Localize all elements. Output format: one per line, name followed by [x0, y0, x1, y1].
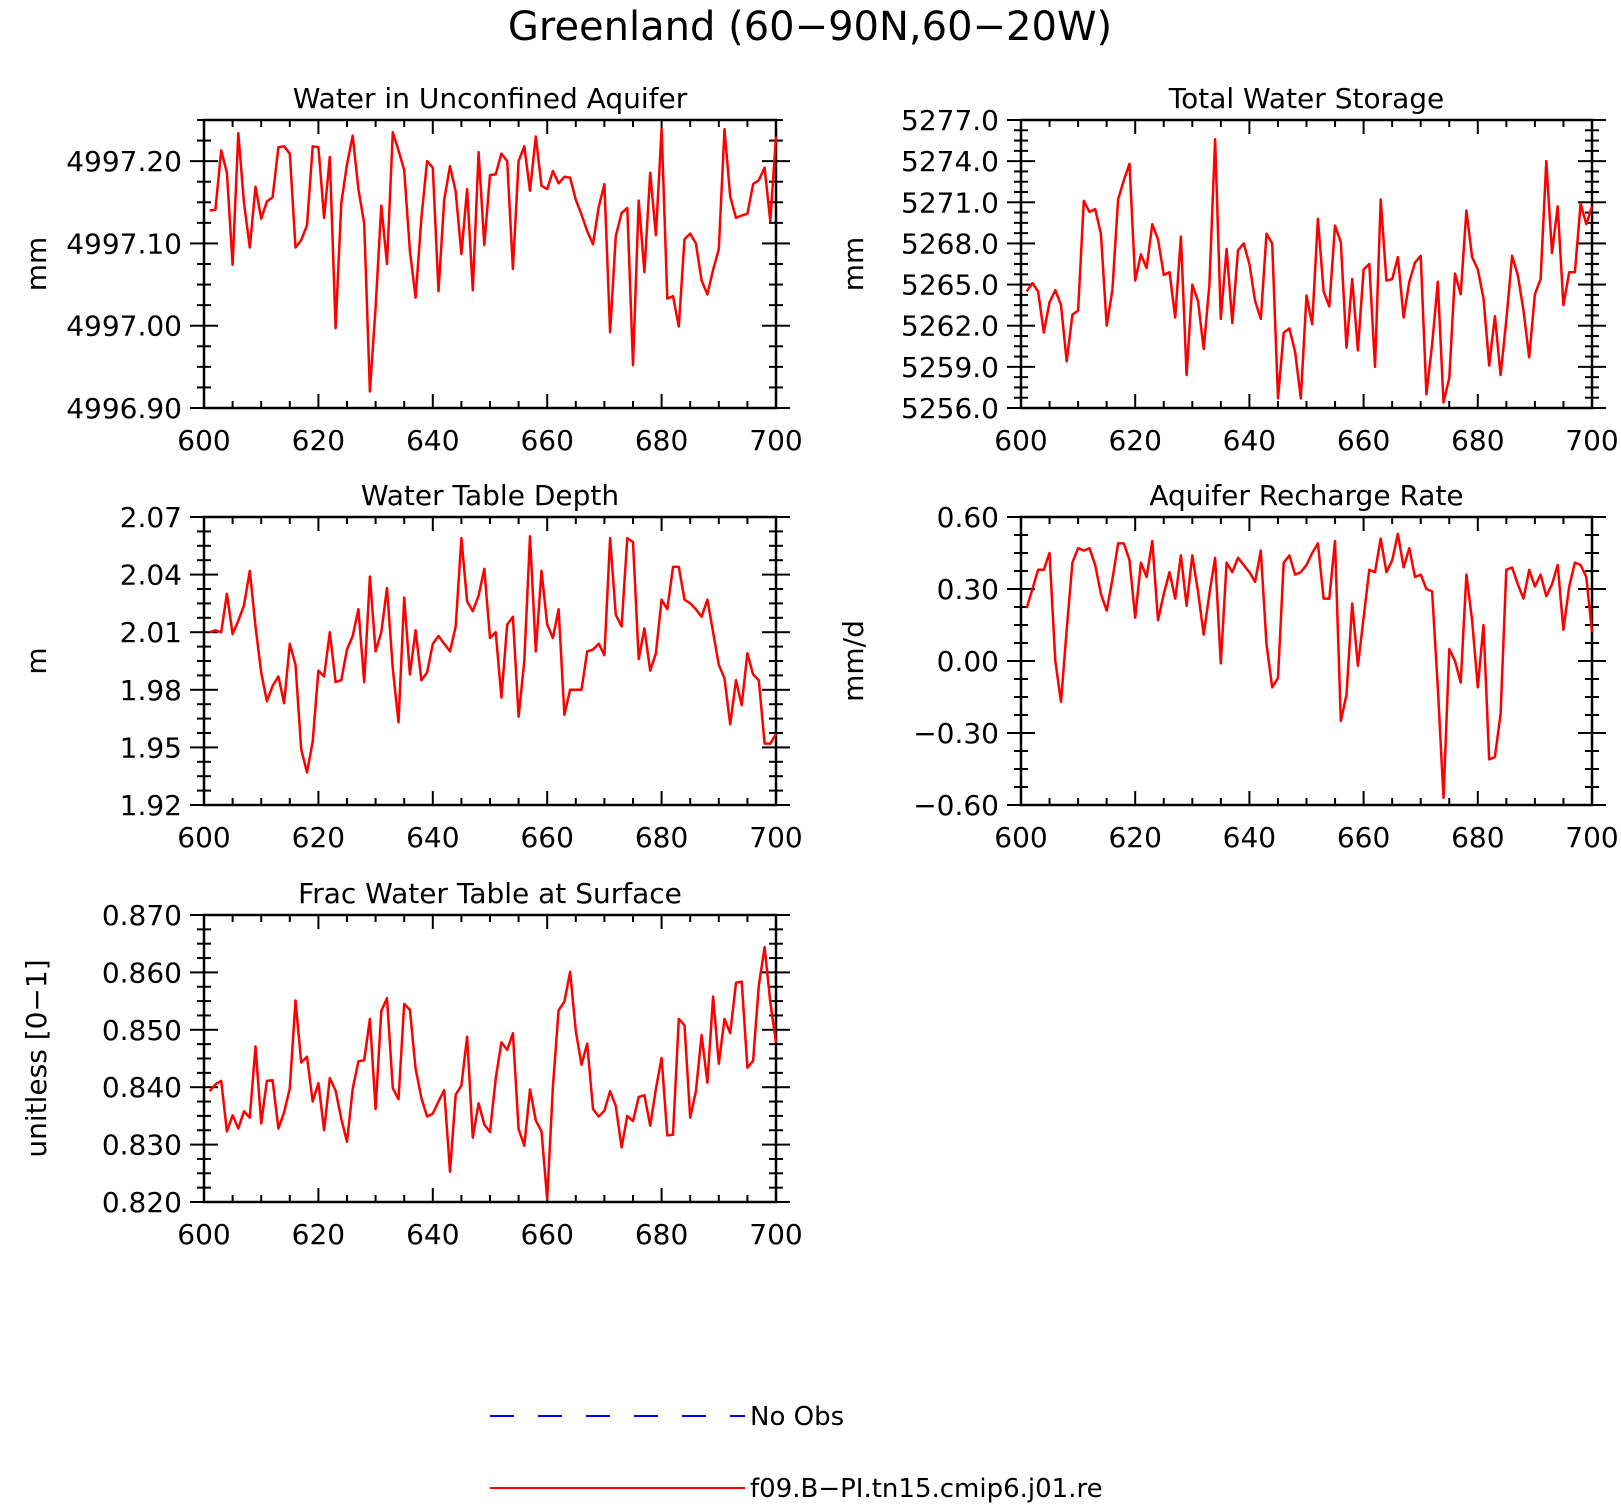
x-tick-label: 620: [292, 821, 345, 854]
chart-panel-3: Water Table Depth m 600 620 640 660 680 700 1.92…: [20, 479, 803, 854]
x-tick-label: 600: [994, 821, 1047, 854]
series-line: [208, 945, 778, 1201]
y-tick-label: 1.98: [120, 674, 182, 707]
y-tick-label: 4996.90: [66, 392, 182, 425]
series-line: [209, 127, 778, 393]
chart-panel-1: Water in Unconfined Aquifer mm 600 620 640 66…: [20, 82, 803, 457]
chart-panel-5: Frac Water Table at Surface unitless [0−1…: [20, 877, 803, 1251]
x-tick-label: 640: [406, 1218, 459, 1251]
x-tick-label: 660: [520, 821, 573, 854]
x-tick-label: 700: [1565, 424, 1618, 457]
x-tick-label: 640: [1223, 424, 1276, 457]
x-tick-label: 660: [520, 1218, 573, 1251]
x-tick-label: 640: [1223, 821, 1276, 854]
x-tick-label: 600: [994, 424, 1047, 457]
series-line: [1025, 532, 1594, 800]
y-tick-label: −0.60: [913, 789, 999, 822]
plot-frame: [1019, 515, 1594, 807]
y-tick-label: 5271.0: [901, 186, 999, 219]
x-tick-label: 640: [406, 821, 459, 854]
x-tick-label: 600: [177, 1218, 230, 1251]
y-tick-label: 0.820: [102, 1186, 182, 1219]
x-tick-label: 640: [406, 424, 459, 457]
y-tick-label: 4997.20: [66, 145, 182, 178]
x-tick-label: 700: [1565, 821, 1618, 854]
legend: No Obs f09.B−PI.tn15.cmip6.j01.re: [490, 1402, 1103, 1504]
y-tick-label: 0.860: [102, 956, 182, 989]
y-tick-label: 4997.10: [66, 227, 182, 260]
x-tick-label: 680: [635, 1218, 688, 1251]
x-tick-label: 680: [1451, 821, 1504, 854]
y-tick-label: 0.830: [102, 1129, 182, 1162]
legend-label-no-obs: No Obs: [750, 1402, 844, 1432]
chart-panel-4: Aquifer Recharge Rate mm/d 600 620 640 660 680…: [837, 479, 1619, 854]
y-tick-label: 1.95: [120, 731, 182, 764]
x-tick-label: 660: [1337, 821, 1390, 854]
y-tick-label: 2.01: [120, 616, 182, 649]
chart-title: Total Water Storage: [1168, 82, 1445, 115]
y-tick-label: −0.30: [913, 717, 999, 750]
x-tick-label: 700: [749, 1218, 802, 1251]
y-tick-label: 5268.0: [901, 227, 999, 260]
series-line: [1025, 137, 1594, 404]
x-tick-label: 700: [749, 424, 802, 457]
x-tick-label: 660: [1337, 424, 1390, 457]
chart-title: Water Table Depth: [361, 479, 619, 512]
y-axis-label: m: [20, 647, 53, 674]
x-tick-label: 620: [292, 424, 345, 457]
x-tick-label: 680: [635, 424, 688, 457]
series-line: [209, 534, 778, 774]
y-tick-label: 5265.0: [901, 269, 999, 302]
y-tick-label: 5274.0: [901, 145, 999, 178]
plot-frame: [1019, 118, 1594, 410]
x-tick-label: 660: [520, 424, 573, 457]
x-tick-label: 600: [177, 821, 230, 854]
y-tick-label: 0.850: [102, 1014, 182, 1047]
y-axis-label: unitless [0−1]: [20, 959, 53, 1157]
y-tick-label: 5256.0: [901, 392, 999, 425]
y-axis-label: mm/d: [837, 620, 870, 702]
y-tick-label: 5259.0: [901, 351, 999, 384]
chart-panels: Water in Unconfined Aquifer mm 600 620 640 66…: [20, 82, 1619, 1251]
y-tick-label: 0.00: [937, 645, 999, 678]
x-tick-label: 620: [1108, 821, 1161, 854]
y-tick-label: 1.92: [120, 789, 182, 822]
chart-title: Frac Water Table at Surface: [298, 877, 682, 910]
chart-panel-2: Total Water Storage mm 600 620 640 660 680 700 5…: [837, 82, 1619, 457]
y-axis-label: mm: [20, 237, 53, 292]
legend-label-model-run: f09.B−PI.tn15.cmip6.j01.re: [750, 1474, 1103, 1504]
x-tick-label: 680: [635, 821, 688, 854]
chart-title: Aquifer Recharge Rate: [1149, 479, 1463, 512]
chart-title: Water in Unconfined Aquifer: [293, 82, 688, 115]
y-tick-label: 5277.0: [901, 104, 999, 137]
x-tick-label: 700: [749, 821, 802, 854]
y-tick-label: 0.30: [937, 573, 999, 606]
x-tick-label: 600: [177, 424, 230, 457]
plot-frame: [202, 913, 778, 1204]
y-tick-label: 4997.00: [66, 310, 182, 343]
y-tick-label: 2.07: [120, 501, 182, 534]
figure-title: Greenland (60−90N,60−20W): [508, 4, 1112, 50]
y-tick-label: 0.60: [937, 501, 999, 534]
plot-frame: [202, 515, 778, 807]
y-tick-label: 0.840: [102, 1071, 182, 1104]
y-axis-label: mm: [837, 237, 870, 292]
x-tick-label: 620: [1108, 424, 1161, 457]
y-tick-label: 0.870: [102, 899, 182, 932]
y-tick-label: 2.04: [120, 559, 182, 592]
x-tick-label: 680: [1451, 424, 1504, 457]
y-tick-label: 5262.0: [901, 310, 999, 343]
x-tick-label: 620: [292, 1218, 345, 1251]
